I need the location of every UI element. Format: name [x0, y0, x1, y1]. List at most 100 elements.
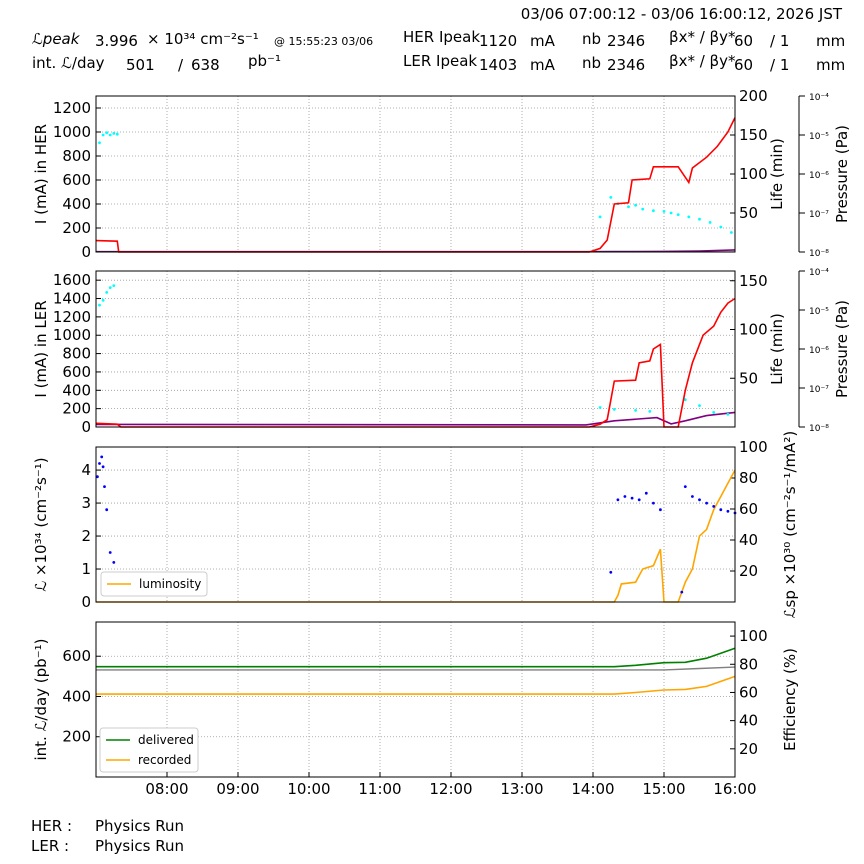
footer-ler-label: LER :	[31, 837, 70, 855]
ler-nb-value: 2346	[607, 56, 646, 74]
y-tick-label: 400	[62, 687, 91, 705]
y2-tick-label: 60	[739, 683, 758, 701]
series-line	[96, 675, 736, 695]
data-point	[598, 406, 602, 409]
y2-tick-label: 100	[739, 438, 768, 456]
y-tick-label: 1200	[53, 308, 91, 326]
y2-tick-label: 20	[739, 740, 758, 758]
series-line	[95, 297, 736, 428]
series-line	[95, 411, 736, 426]
her-nb-value: 2346	[607, 32, 646, 50]
intl-unit: pb⁻¹	[248, 52, 281, 70]
intl-recorded: 501	[126, 56, 155, 74]
footer-ler-status: Physics Run	[95, 837, 185, 855]
data-point	[726, 412, 730, 416]
data-point	[719, 225, 723, 229]
y2-tick-label: 40	[739, 531, 758, 549]
y2-tick-label: 80	[739, 469, 758, 487]
pressure-tick-label: 10⁻⁵	[809, 132, 829, 142]
pressure-tick-label: 10⁻⁷	[809, 210, 829, 220]
data-point	[612, 408, 616, 411]
ler-peak-label: LER Ipeak	[403, 52, 478, 70]
pressure-tick-label: 10⁻⁵	[809, 307, 829, 317]
y2-tick-label: 40	[739, 712, 758, 730]
data-point	[101, 298, 105, 302]
pressure-tick-label: 10⁻⁷	[809, 385, 829, 395]
plot-frame	[95, 446, 736, 603]
lpeak-time: @ 15:55:23 03/06	[274, 35, 374, 48]
x-tick-label: 10:00	[287, 780, 330, 798]
her-beta-x: 60	[734, 32, 754, 50]
data-point	[634, 409, 637, 412]
data-point	[705, 501, 708, 505]
y2-tick-label: 50	[739, 369, 758, 387]
ler-beta-unit: mm	[816, 56, 846, 74]
data-point	[598, 215, 602, 219]
data-point	[683, 485, 687, 488]
y2-tick-label: 20	[739, 562, 758, 580]
pressure-tick-label: 10⁻⁸	[809, 424, 829, 434]
y-tick-label: 400	[62, 381, 91, 399]
y2-tick-label: 150	[739, 126, 768, 144]
data-point	[98, 141, 101, 145]
data-point	[115, 132, 119, 136]
y-tick-label: 1	[81, 560, 91, 578]
plot-frame	[95, 95, 736, 253]
data-point	[712, 505, 716, 508]
data-point	[644, 491, 648, 495]
y-tick-label: 800	[62, 147, 91, 165]
pressure-tick-label: 10⁻⁴	[809, 93, 829, 103]
y-tick-label: 800	[62, 345, 91, 363]
data-point	[112, 561, 116, 564]
data-point	[712, 411, 716, 414]
y2-tick-label: 80	[739, 655, 758, 673]
y2-tick-label: 100	[739, 321, 768, 339]
data-point	[708, 221, 712, 224]
y-tick-label: 600	[62, 171, 91, 189]
data-point	[687, 215, 691, 219]
ler-peak-unit: mA	[530, 56, 555, 74]
ler-beta-y: / 1	[770, 56, 790, 74]
footer-her-status: Physics Run	[95, 817, 185, 835]
y-tick-label: 200	[62, 728, 91, 746]
data-point	[630, 496, 634, 500]
y-tick-label: 2	[81, 527, 91, 545]
y2-tick-label: 100	[739, 627, 768, 645]
data-point	[627, 205, 630, 209]
y-tick-label: 400	[62, 195, 91, 213]
her-nb-label: nb	[582, 30, 602, 48]
data-point	[637, 498, 641, 502]
plot-frame	[95, 270, 736, 428]
x-tick-label: 12:00	[429, 780, 472, 798]
legend-box	[100, 571, 208, 597]
data-point	[616, 498, 620, 502]
x-tick-label: 14:00	[571, 780, 614, 798]
y2-axis-label: ℒsp ×10³⁰ (cm⁻²s⁻¹/mA²)	[781, 431, 799, 619]
y-tick-label: 1200	[53, 99, 91, 117]
y-tick-label: 3	[81, 494, 91, 512]
x-tick-label: 09:00	[216, 780, 259, 798]
ler-peak-value: 1403	[479, 56, 518, 74]
data-point	[634, 203, 637, 207]
data-point	[730, 231, 733, 234]
legend-label-delivered: delivered	[138, 733, 194, 747]
data-point	[609, 196, 613, 199]
data-point	[698, 404, 701, 407]
y2-axis-label: Life (min)	[768, 313, 786, 385]
pressure-tick-label: 10⁻⁸	[809, 249, 829, 259]
data-point	[659, 508, 662, 512]
her-peak-label: HER Ipeak	[403, 28, 480, 46]
data-point	[726, 509, 730, 513]
y2-tick-label: 100	[739, 165, 768, 183]
data-point	[641, 207, 645, 211]
data-point	[652, 209, 655, 213]
pressure-tick-label: 10⁻⁶	[809, 171, 829, 181]
date-range: 03/06 07:00:12 - 03/06 16:00:12, 2026 JS…	[520, 5, 842, 23]
y-axis-label: I (mA) in HER	[32, 124, 50, 224]
y-tick-label: 600	[62, 647, 91, 665]
lpeak-label: ℒpeak	[32, 30, 80, 48]
y-axis-label: int. ℒ/day (pb⁻¹)	[32, 639, 50, 761]
y-tick-label: 0	[81, 593, 91, 611]
data-point	[609, 570, 613, 574]
